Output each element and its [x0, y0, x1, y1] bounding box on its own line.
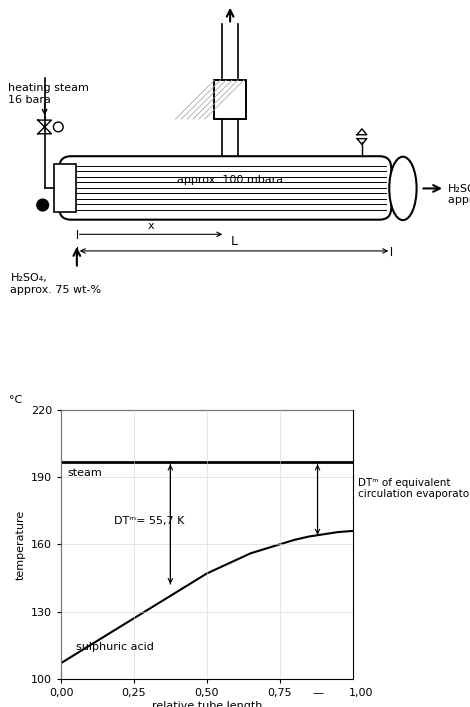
- X-axis label: relative tube length: relative tube length: [152, 701, 262, 707]
- Text: H₂SO₄,
approx. 89 wt-%: H₂SO₄, approx. 89 wt-%: [448, 184, 470, 205]
- Text: 1,00: 1,00: [349, 688, 374, 698]
- Text: °C: °C: [8, 395, 22, 404]
- Y-axis label: temperature: temperature: [15, 509, 25, 580]
- Bar: [214, 80, 246, 119]
- Circle shape: [37, 199, 48, 211]
- Ellipse shape: [389, 157, 416, 220]
- Text: DTᵐ of equivalent
circulation evaporator: 31 K: DTᵐ of equivalent circulation evaporator…: [358, 478, 470, 499]
- Text: DTᵐ= 55,7 K: DTᵐ= 55,7 K: [114, 517, 184, 527]
- FancyBboxPatch shape: [59, 156, 391, 220]
- Text: —: —: [312, 688, 323, 698]
- Text: steam: steam: [67, 468, 102, 478]
- Bar: [55, 164, 76, 212]
- Text: H₂O: H₂O: [218, 0, 242, 2]
- Text: heating steam
16 bara: heating steam 16 bara: [8, 83, 89, 105]
- Text: L: L: [230, 235, 237, 248]
- Circle shape: [54, 122, 63, 132]
- Text: approx. 100 mbara: approx. 100 mbara: [177, 175, 283, 185]
- Text: sulphuric acid: sulphuric acid: [76, 642, 154, 652]
- Text: H₂SO₄,
approx. 75 wt-%: H₂SO₄, approx. 75 wt-%: [10, 274, 102, 295]
- Text: x: x: [148, 221, 154, 231]
- Bar: [214, 80, 246, 119]
